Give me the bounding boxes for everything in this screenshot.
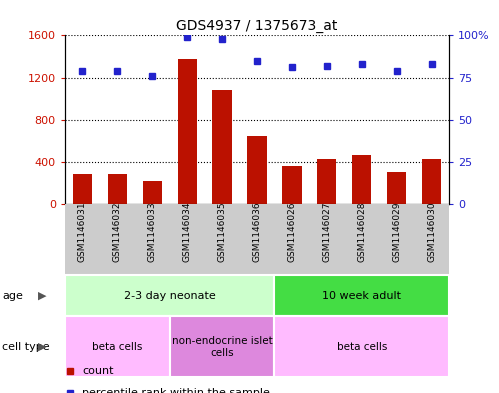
Bar	[65, 275, 274, 316]
Bar	[352, 155, 371, 204]
Text: ▶: ▶	[38, 342, 47, 352]
Bar	[108, 174, 127, 204]
Bar	[248, 136, 266, 204]
Text: ▶: ▶	[38, 291, 47, 301]
Bar	[143, 181, 162, 204]
Bar	[73, 174, 92, 204]
Text: cell type: cell type	[2, 342, 50, 352]
Text: 2-3 day neonate: 2-3 day neonate	[124, 291, 216, 301]
Text: percentile rank within the sample: percentile rank within the sample	[82, 388, 270, 393]
Bar	[387, 172, 406, 204]
Text: non-endocrine islet
cells: non-endocrine islet cells	[172, 336, 272, 358]
Bar	[274, 316, 449, 377]
Text: 10 week adult: 10 week adult	[322, 291, 401, 301]
Bar	[274, 275, 449, 316]
Bar	[178, 59, 197, 204]
Bar	[213, 90, 232, 204]
Text: age: age	[2, 291, 23, 301]
Text: beta cells: beta cells	[337, 342, 387, 352]
Bar	[422, 159, 441, 204]
Bar	[65, 316, 170, 377]
Bar	[170, 316, 274, 377]
Bar	[317, 159, 336, 204]
Title: GDS4937 / 1375673_at: GDS4937 / 1375673_at	[176, 19, 338, 33]
Text: count: count	[82, 366, 114, 376]
Bar	[282, 166, 301, 204]
Text: beta cells: beta cells	[92, 342, 142, 352]
